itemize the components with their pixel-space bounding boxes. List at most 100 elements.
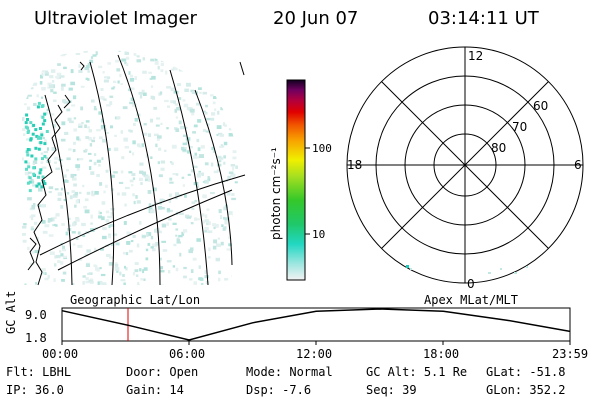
speckle-pixel	[182, 184, 185, 187]
speckle-pixel	[208, 256, 211, 259]
speckle-pixel	[96, 159, 101, 163]
speckle-pixel	[140, 278, 144, 281]
speckle-pixel	[242, 98, 246, 101]
speckle-pixel	[160, 167, 165, 171]
speckle-pixel	[98, 164, 101, 167]
speckle-pixel	[216, 169, 221, 172]
speckle-pixel	[247, 223, 252, 226]
speckle-pixel	[103, 190, 106, 194]
speckle-pixel	[221, 224, 224, 227]
speckle-pixel	[39, 168, 43, 172]
speckle-pixel	[41, 268, 46, 272]
speckle-pixel	[66, 108, 71, 112]
speckle-pixel	[198, 265, 201, 269]
speckle-pixel	[114, 262, 118, 265]
speckle-pixel	[247, 43, 249, 47]
speckle-pixel	[22, 225, 27, 229]
speckle-pixel	[133, 52, 137, 56]
speckle-pixel	[201, 282, 204, 285]
speckle-pixel	[85, 120, 90, 123]
speckle-pixel	[132, 103, 137, 107]
speckle-pixel	[37, 135, 41, 139]
speckle-pixel	[157, 206, 163, 210]
speckle-pixel	[244, 176, 247, 180]
speckle-pixel	[123, 282, 126, 285]
speckle-pixel	[178, 68, 183, 72]
speckle-pixel	[228, 133, 234, 137]
speckle-pixel	[35, 134, 39, 138]
date-label: 20 Jun 07	[273, 8, 359, 29]
speckle-pixel	[82, 184, 85, 188]
speckle-pixel	[72, 149, 76, 153]
speckle-pixel	[172, 173, 176, 176]
speckle-pixel	[35, 184, 39, 188]
speckle-pixel	[27, 47, 32, 50]
speckle-pixel	[246, 177, 249, 179]
speckle-pixel	[120, 83, 123, 86]
speckle-pixel	[240, 255, 244, 259]
speckle-pixel	[181, 231, 184, 236]
speckle-pixel	[204, 230, 207, 233]
speckle-pixel	[95, 267, 99, 271]
speckle-pixel	[249, 119, 253, 123]
speckle-pixel	[41, 220, 46, 224]
speckle-pixel	[68, 224, 72, 227]
speckle-pixel	[26, 161, 30, 165]
speckle-pixel	[41, 272, 45, 275]
speckle-pixel	[150, 156, 153, 159]
speckle-pixel	[224, 124, 227, 127]
speckle-pixel	[61, 86, 64, 91]
speckle-pixel	[211, 146, 214, 151]
speckle-pixel	[168, 218, 172, 221]
speckle-pixel	[166, 222, 169, 226]
speckle-pixel	[196, 102, 201, 106]
speckle-pixel	[92, 136, 96, 139]
speckle-pixel	[111, 174, 115, 178]
speckle-pixel	[218, 160, 222, 163]
speckle-pixel	[78, 64, 81, 68]
speckle-pixel	[122, 43, 124, 46]
speckle-pixel	[109, 256, 114, 259]
speckle-pixel	[164, 99, 169, 103]
altitude-ytick-min: 1.8	[25, 331, 47, 345]
speckle-pixel	[39, 141, 43, 145]
speckle-pixel	[34, 157, 38, 161]
speckle-pixel	[39, 131, 44, 134]
speckle-pixel	[243, 267, 248, 271]
speckle-pixel	[24, 283, 27, 285]
speckle-pixel	[175, 173, 179, 176]
speckle-pixel	[160, 62, 164, 66]
speckle-pixel	[30, 227, 35, 231]
speckle-pixel	[182, 231, 185, 234]
speckle-pixel	[227, 211, 233, 215]
speckle-pixel	[105, 169, 109, 173]
speckle-pixel	[58, 250, 62, 253]
speckle-pixel	[48, 191, 52, 194]
speckle-pixel	[158, 147, 162, 151]
speckle-pixel	[171, 68, 175, 71]
speckle-pixel	[152, 187, 157, 192]
speckle-pixel	[193, 124, 198, 128]
speckle-pixel	[187, 173, 191, 176]
speckle-pixel	[148, 207, 153, 211]
speckle-pixel	[171, 162, 174, 166]
speckle-pixel	[172, 265, 175, 268]
speckle-pixel	[162, 249, 168, 252]
speckle-pixel	[60, 205, 64, 209]
speckle-pixel	[120, 130, 123, 134]
speckle-pixel	[40, 105, 44, 108]
speckle-pixel	[93, 264, 97, 267]
speckle-pixel	[85, 277, 89, 281]
speckle-pixel	[176, 239, 181, 243]
speckle-pixel	[230, 68, 235, 72]
speckle-pixel	[217, 155, 222, 159]
speckle-pixel	[53, 120, 57, 124]
speckle-pixel	[41, 166, 47, 169]
speckle-pixel	[68, 87, 73, 91]
speckle-pixel	[232, 156, 237, 160]
speckle-pixel	[139, 94, 143, 99]
speckle-pixel	[221, 81, 224, 85]
speckle-pixel	[248, 243, 251, 246]
speckle-pixel	[87, 70, 90, 73]
speckle-pixel	[126, 45, 131, 49]
